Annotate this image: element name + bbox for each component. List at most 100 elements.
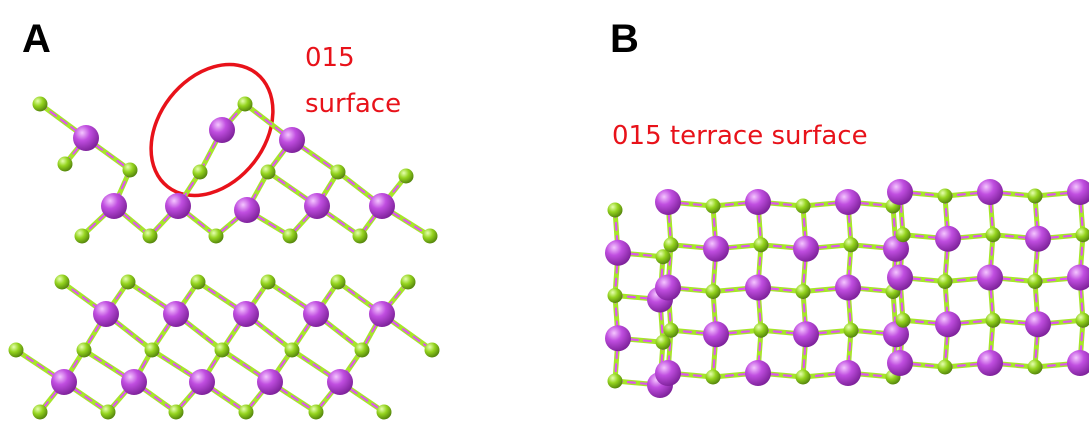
- small-atom: [354, 342, 370, 358]
- small-atom: [120, 274, 136, 290]
- small-atom: [142, 228, 158, 244]
- small-atom: [8, 342, 24, 358]
- panel-b-atoms: [605, 179, 1089, 398]
- large-atom: [977, 264, 1003, 291]
- small-atom: [74, 228, 90, 244]
- small-atom: [1075, 312, 1089, 328]
- small-atom: [753, 322, 769, 338]
- bond-stripe: [669, 329, 718, 336]
- small-atom: [260, 164, 276, 180]
- small-atom: [1027, 359, 1043, 375]
- small-atom: [32, 96, 48, 112]
- small-atom: [214, 342, 230, 358]
- large-atom: [793, 321, 819, 348]
- large-atom: [93, 301, 119, 327]
- large-atom: [51, 369, 77, 395]
- bond-stripe: [669, 243, 718, 250]
- large-atom: [935, 311, 961, 338]
- bond-stripe: [380, 312, 434, 352]
- large-atom: [835, 189, 861, 215]
- bond-stripe: [711, 200, 760, 208]
- bond-stripe: [943, 190, 992, 198]
- bond-stripe: [84, 136, 132, 172]
- bond-stripe: [380, 204, 432, 238]
- panel-a-bonds: [13, 101, 435, 415]
- surface-highlight-ellipse: [149, 62, 275, 198]
- panel-a-annotation-line1: 015: [305, 43, 355, 73]
- small-atom: [238, 404, 254, 420]
- panel-a-annotation-line2: surface: [305, 89, 401, 119]
- small-atom: [1027, 188, 1043, 204]
- panel-b: B 015 terrace surface: [605, 17, 1089, 398]
- panel-b-annotation: 015 terrace surface: [612, 121, 868, 151]
- large-atom: [189, 369, 215, 395]
- large-atom: [327, 369, 353, 395]
- panel-a: A 015 surface: [8, 17, 440, 420]
- large-atom: [1025, 311, 1051, 338]
- large-atom: [887, 264, 913, 291]
- bond-stripe: [150, 348, 204, 384]
- small-atom: [122, 162, 138, 178]
- bond-stripe: [991, 233, 1040, 240]
- bond-stripe: [801, 200, 850, 208]
- bond-stripe: [243, 102, 294, 142]
- bond-stripe: [174, 312, 224, 352]
- large-atom: [835, 360, 861, 386]
- large-atom: [883, 235, 909, 262]
- bond-stripe: [314, 312, 364, 352]
- large-atom: [605, 239, 631, 266]
- small-atom: [282, 228, 298, 244]
- large-atom: [655, 274, 681, 301]
- small-atom: [190, 274, 206, 290]
- bond-stripe: [266, 170, 319, 208]
- bond-stripe: [200, 380, 248, 414]
- small-atom: [895, 227, 911, 243]
- large-atom: [835, 274, 861, 301]
- large-atom: [977, 350, 1003, 376]
- large-atom: [369, 193, 395, 219]
- bond-stripe: [104, 312, 154, 352]
- bond-stripe: [901, 319, 950, 326]
- large-atom: [233, 301, 259, 327]
- bond-stripe: [901, 233, 950, 240]
- bond-stripe: [613, 294, 662, 301]
- bond-stripe: [759, 243, 808, 250]
- bond-stripe: [220, 348, 272, 384]
- small-atom: [655, 249, 671, 265]
- small-atom: [144, 342, 160, 358]
- bond-stripe: [711, 371, 760, 379]
- bond-stripe: [1033, 276, 1082, 283]
- small-atom: [663, 322, 679, 338]
- small-atom: [937, 274, 953, 289]
- bond-stripe: [849, 243, 898, 250]
- small-atom: [1075, 227, 1089, 243]
- bond-stripe: [338, 380, 386, 414]
- large-atom: [655, 360, 681, 386]
- bond-stripe: [62, 380, 110, 414]
- small-atom: [937, 188, 953, 204]
- small-atom: [57, 156, 73, 172]
- bond-stripe: [1033, 361, 1082, 369]
- large-atom: [304, 193, 330, 219]
- small-atom: [192, 164, 208, 180]
- large-atom: [121, 369, 147, 395]
- small-atom: [100, 404, 116, 420]
- small-atom: [54, 274, 70, 290]
- large-atom: [703, 321, 729, 348]
- bond-stripe: [268, 380, 318, 414]
- bond-stripe: [290, 138, 340, 174]
- small-atom: [795, 198, 811, 214]
- small-atom: [937, 359, 953, 375]
- small-atom: [330, 164, 346, 180]
- small-atom: [208, 228, 224, 244]
- bond-stripe: [14, 348, 66, 384]
- large-atom: [655, 189, 681, 215]
- large-atom: [73, 125, 99, 151]
- large-atom: [303, 301, 329, 327]
- bond-stripe: [266, 280, 318, 316]
- small-atom: [376, 404, 392, 420]
- small-atom: [985, 312, 1001, 328]
- small-atom: [400, 274, 416, 290]
- large-atom: [887, 179, 913, 205]
